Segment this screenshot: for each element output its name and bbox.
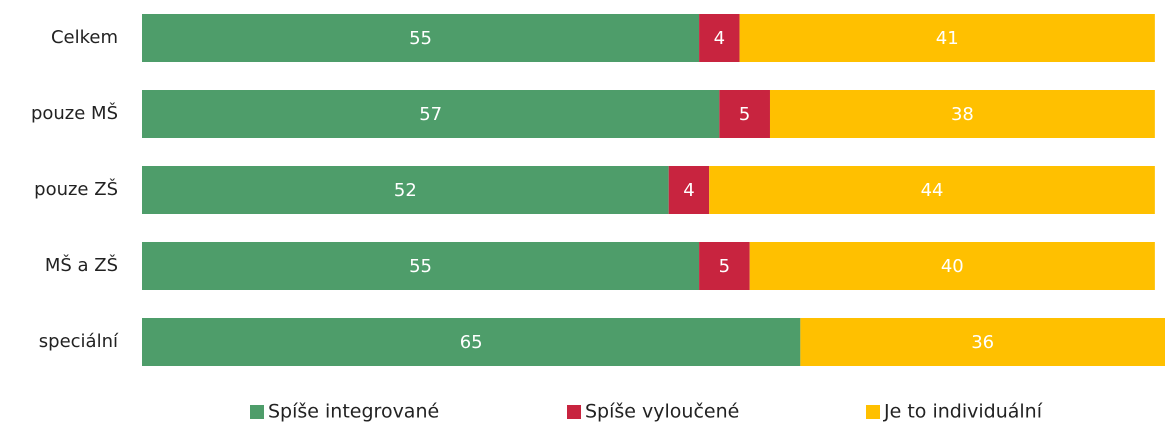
bar-segment (142, 318, 801, 366)
legend-label: Spíše integrované (268, 401, 439, 423)
category-label: Celkem (51, 27, 118, 48)
legend-swatch (866, 405, 880, 419)
value-label: 5 (739, 104, 750, 125)
category-label: MŠ a ZŠ (45, 254, 118, 276)
value-label: 38 (951, 104, 974, 125)
bar-segment (769, 90, 1155, 138)
value-label: 40 (941, 256, 964, 277)
value-label: 55 (409, 28, 432, 49)
bar-segment (142, 242, 700, 290)
value-label: 36 (971, 332, 994, 353)
value-label: 41 (936, 28, 959, 49)
value-label: 44 (921, 180, 944, 201)
value-label: 55 (409, 256, 432, 277)
bar-segment (749, 242, 1155, 290)
category-label: pouze ZŠ (34, 178, 118, 200)
value-label: 4 (714, 28, 725, 49)
bar-segment (699, 242, 750, 290)
legend-label: Spíše vyloučené (585, 401, 739, 423)
bar-segment (739, 14, 1155, 62)
legend-swatch (250, 405, 264, 419)
bar-segment (709, 166, 1155, 214)
bar-segment (142, 90, 720, 138)
category-label: pouze MŠ (31, 102, 118, 124)
value-label: 65 (460, 332, 483, 353)
value-label: 5 (719, 256, 730, 277)
legend-swatch (567, 405, 581, 419)
bar-segment (719, 90, 770, 138)
bar-segment (142, 14, 700, 62)
value-label: 57 (419, 104, 442, 125)
bar-segment (142, 166, 669, 214)
value-label: 52 (394, 180, 417, 201)
bar-segment (668, 166, 710, 214)
value-label: 4 (683, 180, 694, 201)
legend-label: Je to individuální (883, 401, 1043, 423)
bar-segment (800, 318, 1165, 366)
bar-segment (699, 14, 740, 62)
category-label: speciální (39, 331, 119, 352)
